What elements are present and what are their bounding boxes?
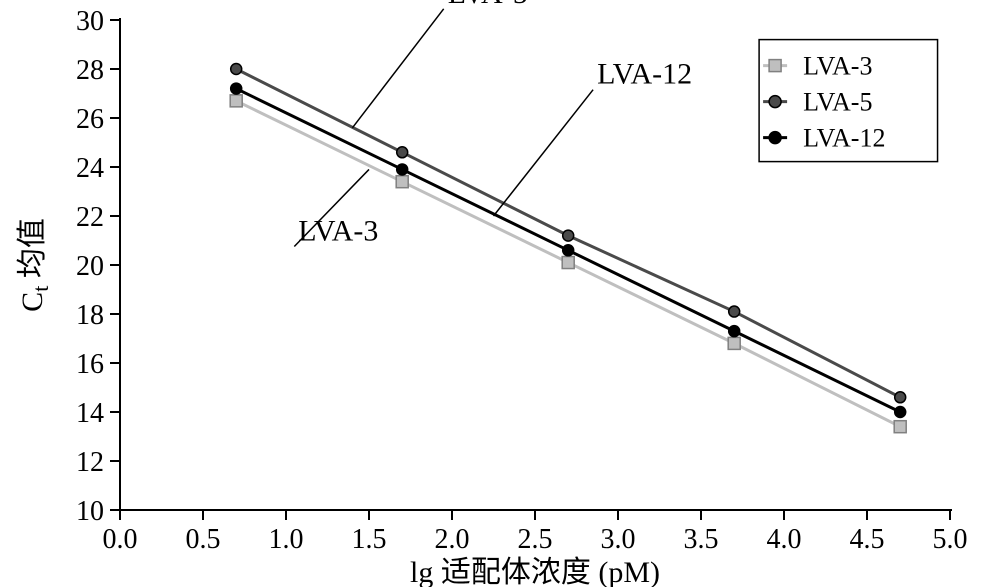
y-tick-label: 10: [76, 496, 104, 527]
x-axis-title: lg 适配体浓度 (pM): [410, 556, 660, 587]
y-tick-label: 18: [76, 300, 104, 331]
x-tick-label: 1.5: [352, 524, 387, 555]
x-tick-label: 2.5: [518, 524, 553, 555]
x-tick-label: 3.5: [684, 524, 719, 555]
marker-LVA-5: [231, 64, 242, 75]
marker-LVA-3: [728, 337, 740, 349]
marker-LVA-12: [729, 326, 740, 337]
y-tick-label: 26: [76, 104, 104, 135]
y-tick-label: 20: [76, 251, 104, 282]
annotation-label: LVA-5: [448, 0, 528, 10]
legend-label: LVA-3: [803, 52, 872, 81]
x-tick-label: 5.0: [933, 524, 968, 555]
x-tick-label: 2.0: [435, 524, 470, 555]
y-tick-label: 14: [76, 398, 104, 429]
marker-LVA-12: [231, 83, 242, 94]
chart-container: 10 12 14 16 18 20 22 24 26 28 30 0.0 0.5 1.0 1.5 2.0 2.5…: [0, 0, 1000, 587]
annotation-label: LVA-3: [298, 215, 378, 248]
marker-LVA-5: [729, 306, 740, 317]
x-tick-label: 3.0: [601, 524, 636, 555]
legend-label: LVA-5: [803, 88, 872, 117]
x-tick-label: 1.0: [269, 524, 304, 555]
y-axis-title: Ct 均值: [16, 218, 53, 312]
marker-LVA-5: [563, 230, 574, 241]
x-tick-label: 4.5: [850, 524, 885, 555]
y-tick-label: 16: [76, 349, 104, 380]
legend-label: LVA-12: [803, 124, 885, 153]
y-tick-label: 30: [76, 6, 104, 37]
y-tick-label: 12: [76, 447, 104, 478]
marker-LVA-3: [562, 257, 574, 269]
marker-LVA-12: [563, 245, 574, 256]
y-tick-label: 28: [76, 55, 104, 86]
marker-LVA-12: [895, 407, 906, 418]
line-chart: 10 12 14 16 18 20 22 24 26 28 30 0.0 0.5 1.0 1.5 2.0 2.5…: [0, 0, 1000, 587]
annotation-leader: [494, 90, 594, 216]
annotation-label: LVA-12: [597, 58, 692, 91]
annotation-leader: [352, 9, 443, 128]
marker-LVA-3: [894, 421, 906, 433]
marker-LVA-12: [397, 164, 408, 175]
marker-LVA-3: [230, 95, 242, 107]
legend-marker: [769, 132, 781, 144]
marker-LVA-5: [397, 147, 408, 158]
legend-marker: [769, 96, 781, 108]
legend-marker: [769, 60, 781, 72]
marker-LVA-5: [895, 392, 906, 403]
x-tick-label: 0.5: [186, 524, 221, 555]
x-tick-label: 0.0: [103, 524, 138, 555]
y-tick-label: 22: [76, 202, 104, 233]
marker-LVA-3: [396, 176, 408, 188]
y-tick-label: 24: [76, 153, 104, 184]
x-tick-label: 4.0: [767, 524, 802, 555]
